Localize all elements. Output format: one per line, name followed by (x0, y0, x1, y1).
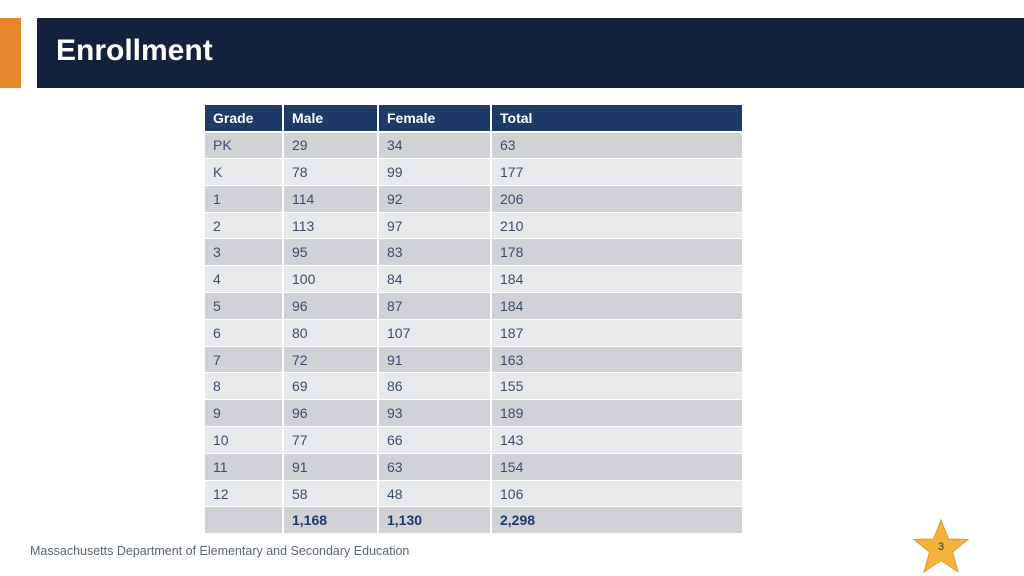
cell-total: 106 (491, 480, 742, 508)
table-row: 11 91 63 154 (205, 453, 742, 481)
accent-bar (0, 18, 21, 88)
cell-male: 69 (283, 372, 379, 401)
table-row: 1 114 92 206 (205, 185, 742, 213)
page-number: 3 (937, 541, 945, 553)
table-row: 2 113 97 210 (205, 212, 742, 240)
table-row: 8 69 86 155 (205, 372, 742, 401)
header-male: Male (283, 105, 379, 133)
cell-total: 210 (491, 212, 742, 240)
cell-grade: 7 (205, 346, 284, 374)
cell-male: 96 (283, 292, 379, 320)
table-row: 7 72 91 163 (205, 346, 742, 374)
cell-male: 114 (283, 185, 379, 213)
cell-total: 189 (491, 399, 742, 428)
cell-male: 29 (283, 131, 379, 160)
cell-female: 84 (378, 265, 492, 294)
table-row: 9 96 93 189 (205, 399, 742, 428)
cell-male: 113 (283, 212, 379, 240)
slide-title: Enrollment (56, 34, 213, 67)
cell-female: 86 (378, 372, 492, 401)
cell-grade: 3 (205, 238, 284, 267)
cell-grade: 4 (205, 265, 284, 294)
cell-grade: 10 (205, 426, 284, 454)
cell-male: 91 (283, 453, 379, 481)
cell-grade: 11 (205, 453, 284, 481)
table-row: 4 100 84 184 (205, 265, 742, 294)
cell-grade: K (205, 158, 284, 186)
header-grade: Grade (205, 105, 284, 133)
total-male: 1,168 (283, 506, 379, 535)
enrollment-table: Grade Male Female Total PK 29 34 63 K 78… (205, 105, 742, 535)
cell-female: 34 (378, 131, 492, 160)
cell-female: 99 (378, 158, 492, 186)
cell-grade: PK (205, 131, 284, 160)
cell-female: 91 (378, 346, 492, 374)
cell-male: 58 (283, 480, 379, 508)
star-icon (912, 518, 970, 574)
cell-female: 97 (378, 212, 492, 240)
table-row: 12 58 48 106 (205, 480, 742, 508)
cell-total: 206 (491, 185, 742, 213)
cell-male: 95 (283, 238, 379, 267)
table-row: 3 95 83 178 (205, 238, 742, 267)
cell-female: 87 (378, 292, 492, 320)
cell-total: 184 (491, 265, 742, 294)
cell-total: 178 (491, 238, 742, 267)
cell-female: 107 (378, 319, 492, 347)
table-header-row: Grade Male Female Total (205, 105, 742, 133)
table-row: K 78 99 177 (205, 158, 742, 186)
table-row: PK 29 34 63 (205, 131, 742, 160)
cell-total: 155 (491, 372, 742, 401)
cell-female: 66 (378, 426, 492, 454)
cell-female: 48 (378, 480, 492, 508)
cell-male: 96 (283, 399, 379, 428)
table-row: 10 77 66 143 (205, 426, 742, 454)
cell-grade: 12 (205, 480, 284, 508)
cell-male: 78 (283, 158, 379, 186)
cell-male: 77 (283, 426, 379, 454)
table-total-row: 1,168 1,130 2,298 (205, 506, 742, 535)
cell-female: 93 (378, 399, 492, 428)
cell-total: 143 (491, 426, 742, 454)
cell-male: 100 (283, 265, 379, 294)
cell-total: 184 (491, 292, 742, 320)
cell-male: 80 (283, 319, 379, 347)
cell-grade: 9 (205, 399, 284, 428)
footer-text: Massachusetts Department of Elementary a… (30, 544, 410, 558)
cell-female: 92 (378, 185, 492, 213)
table-row: 6 80 107 187 (205, 319, 742, 347)
cell-total: 163 (491, 346, 742, 374)
cell-total: 63 (491, 131, 742, 160)
cell-total: 187 (491, 319, 742, 347)
total-label-cell (205, 506, 284, 535)
table-row: 5 96 87 184 (205, 292, 742, 320)
title-bar: Enrollment (37, 18, 1024, 88)
cell-total: 154 (491, 453, 742, 481)
cell-female: 83 (378, 238, 492, 267)
header-total: Total (491, 105, 742, 133)
cell-male: 72 (283, 346, 379, 374)
cell-grade: 1 (205, 185, 284, 213)
cell-grade: 5 (205, 292, 284, 320)
header-female: Female (378, 105, 492, 133)
cell-total: 177 (491, 158, 742, 186)
cell-grade: 6 (205, 319, 284, 347)
cell-grade: 2 (205, 212, 284, 240)
total-all: 2,298 (491, 506, 742, 535)
cell-grade: 8 (205, 372, 284, 401)
cell-female: 63 (378, 453, 492, 481)
total-female: 1,130 (378, 506, 492, 535)
